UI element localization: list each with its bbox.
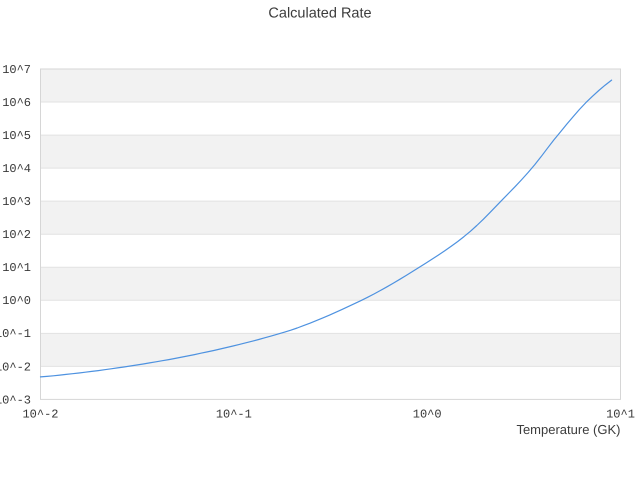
svg-text:Calculated Rate: Calculated Rate bbox=[268, 5, 371, 21]
svg-text:10^3: 10^3 bbox=[2, 195, 31, 209]
svg-text:10^4: 10^4 bbox=[2, 162, 31, 176]
svg-text:10^-3: 10^-3 bbox=[0, 393, 31, 407]
svg-text:10^-1: 10^-1 bbox=[0, 327, 31, 341]
svg-text:10^1: 10^1 bbox=[606, 408, 635, 422]
svg-text:10^1: 10^1 bbox=[2, 261, 31, 275]
svg-text:10^7: 10^7 bbox=[2, 63, 31, 77]
svg-text:10^2: 10^2 bbox=[2, 228, 31, 242]
svg-text:10^0: 10^0 bbox=[413, 408, 442, 422]
svg-text:10^0: 10^0 bbox=[2, 294, 31, 308]
svg-text:Temperature (GK): Temperature (GK) bbox=[516, 422, 620, 437]
svg-text:10^6: 10^6 bbox=[2, 96, 31, 110]
svg-text:10^5: 10^5 bbox=[2, 129, 31, 143]
svg-text:10^-1: 10^-1 bbox=[216, 408, 252, 422]
svg-text:10^-2: 10^-2 bbox=[22, 408, 58, 422]
svg-text:10^-2: 10^-2 bbox=[0, 360, 31, 374]
